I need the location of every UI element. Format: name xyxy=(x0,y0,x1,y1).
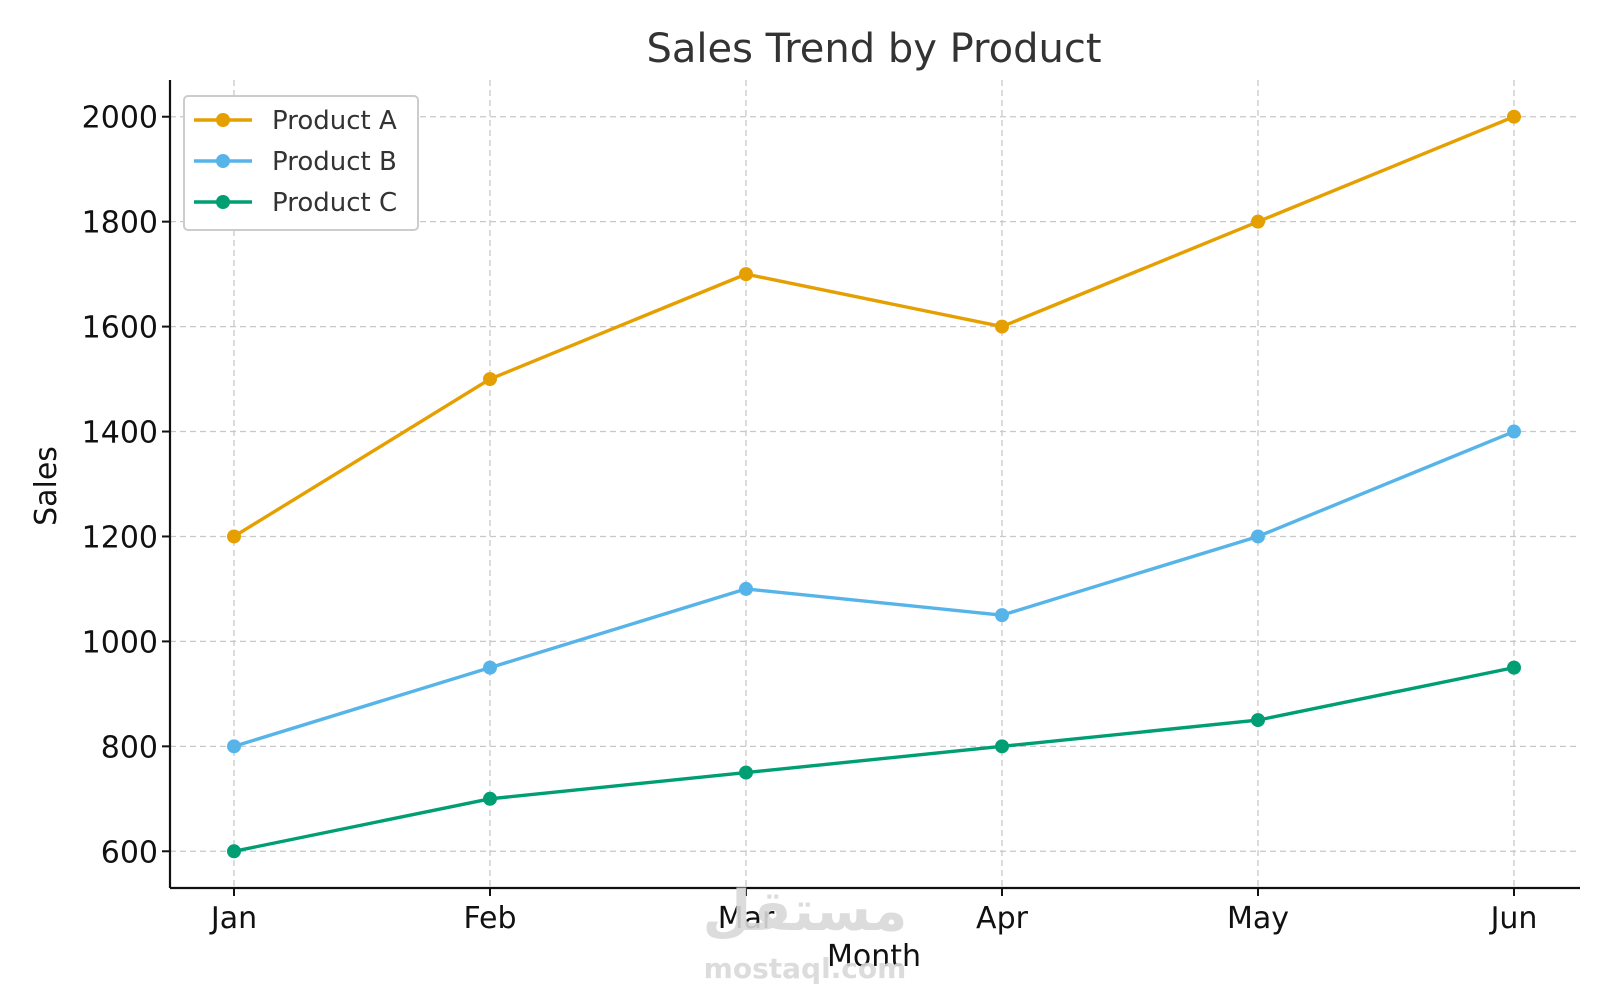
x-tick-label: Feb xyxy=(463,901,516,936)
chart-title: Sales Trend by Product xyxy=(646,26,1101,72)
series-line-product-c xyxy=(232,665,1516,853)
data-point xyxy=(995,608,1009,623)
y-tick-label: 1400 xyxy=(82,416,158,451)
data-point xyxy=(227,844,241,859)
data-point xyxy=(995,319,1009,334)
legend-marker xyxy=(216,195,230,209)
data-point xyxy=(483,791,497,806)
series-group xyxy=(227,109,1521,859)
y-tick-label: 1800 xyxy=(82,206,158,241)
legend-entry: Product C xyxy=(194,188,397,218)
series-product-c xyxy=(227,660,1521,859)
grid xyxy=(170,80,1580,888)
y-tick-label: 2000 xyxy=(82,101,158,136)
x-tick-label: Jun xyxy=(1489,901,1538,936)
data-point xyxy=(1507,660,1521,675)
legend-label: Product C xyxy=(272,188,397,218)
y-tick-label: 1200 xyxy=(82,520,158,555)
data-point xyxy=(227,739,241,754)
legend-label: Product B xyxy=(272,147,397,177)
watermark: مستقل mostaql.com xyxy=(703,879,908,985)
data-point xyxy=(483,372,497,387)
legend-box xyxy=(183,95,419,231)
data-point xyxy=(995,739,1009,754)
data-point xyxy=(739,765,753,780)
x-tick-label: Apr xyxy=(976,901,1029,936)
data-point xyxy=(483,660,497,675)
legend-marker xyxy=(216,113,230,127)
legend-entry: Product B xyxy=(194,147,397,177)
y-tick-label: 1000 xyxy=(82,625,158,660)
y-tick-label: 600 xyxy=(101,835,158,870)
data-point xyxy=(739,581,753,596)
series-product-b xyxy=(227,424,1521,754)
watermark-latin: mostaql.com xyxy=(704,952,907,985)
data-point xyxy=(739,267,753,282)
data-point xyxy=(1251,214,1265,229)
watermark-arabic: مستقل xyxy=(703,879,908,944)
data-point xyxy=(1507,424,1521,439)
legend-label: Product A xyxy=(272,106,397,136)
legend: Product A Product B Product C xyxy=(183,95,419,231)
x-tick-label: Mar xyxy=(718,901,775,936)
legend-marker xyxy=(216,154,230,168)
axes: 600 800 1000 1200 1400 1600 1800 2000 Jan Feb Mar A… xyxy=(82,80,1580,936)
series-product-a xyxy=(227,109,1521,544)
data-point xyxy=(227,529,241,544)
x-tick-label: Jan xyxy=(209,901,257,936)
legend-entry: Product A xyxy=(194,106,397,136)
data-point xyxy=(1251,529,1265,544)
x-tick-label: May xyxy=(1227,901,1289,936)
x-axis-label: Month xyxy=(827,939,921,974)
y-tick-label: 800 xyxy=(101,730,158,765)
series-line-product-b xyxy=(232,429,1516,749)
data-point xyxy=(1251,713,1265,728)
data-point xyxy=(1507,109,1521,124)
y-axis-label: Sales xyxy=(29,446,64,526)
y-tick-label: 1600 xyxy=(82,311,158,346)
series-line-product-a xyxy=(232,115,1516,539)
